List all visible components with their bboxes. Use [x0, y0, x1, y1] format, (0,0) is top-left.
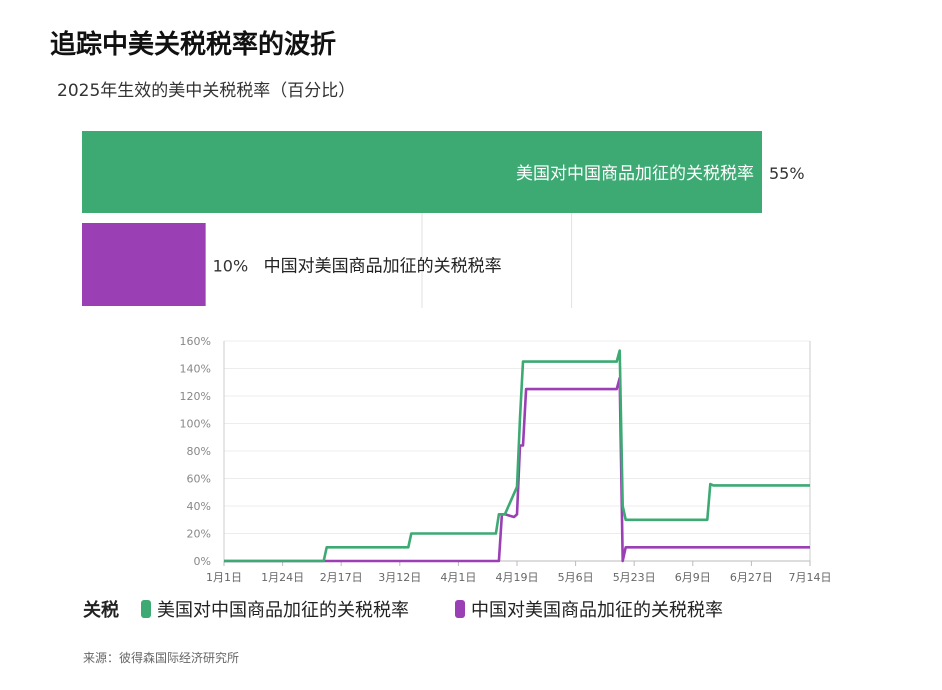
- line-x-tick-label: 2月17日: [320, 571, 363, 584]
- line-y-tick-label: 100%: [180, 418, 211, 431]
- legend-label-cn: 中国对美国商品加征的关税税率: [471, 600, 723, 621]
- legend-item-cn: 中国对美国商品加征的关税税率: [455, 596, 723, 622]
- line-x-tick-label: 6月9日: [675, 571, 711, 584]
- bar-cn: [82, 223, 206, 306]
- line-y-tick-label: 120%: [180, 390, 211, 403]
- bar-label-us: 美国对中国商品加征的关税税率: [516, 164, 754, 184]
- bar-label-cn: 中国对美国商品加征的关税税率: [264, 257, 502, 277]
- chart-subtitle: 2025年生效的美中关税税率（百分比）: [57, 81, 356, 101]
- line-y-tick-label: 80%: [187, 445, 211, 458]
- legend-item-us: 美国对中国商品加征的关税税率: [141, 596, 409, 622]
- bar-value-us: 55%: [769, 164, 805, 183]
- legend-swatch-us: [141, 600, 151, 618]
- line-x-tick-label: 5月23日: [613, 571, 656, 584]
- line-y-tick-label: 0%: [194, 555, 211, 568]
- line-x-tick-label: 7月14日: [789, 571, 832, 584]
- line-x-tick-label: 4月1日: [440, 571, 476, 584]
- line-y-tick-label: 160%: [180, 335, 211, 348]
- line-x-tick-label: 5月6日: [558, 571, 594, 584]
- bar-us: [82, 131, 762, 213]
- legend-label-us: 美国对中国商品加征的关税税率: [157, 600, 409, 621]
- line-y-tick-label: 140%: [180, 363, 211, 376]
- legend-swatch-cn: [455, 600, 465, 618]
- line-y-tick-label: 20%: [187, 528, 211, 541]
- line-x-tick-label: 1月1日: [206, 571, 242, 584]
- line-x-tick-label: 3月12日: [378, 571, 421, 584]
- bar-value-cn: 10%: [213, 257, 249, 276]
- chart-title: 追踪中美关税税率的波折: [50, 30, 337, 60]
- line-x-tick-label: 4月19日: [496, 571, 539, 584]
- source-note: 来源：彼得森国际经济研究所: [83, 651, 240, 665]
- series-line-us: [224, 349, 810, 563]
- line-x-tick-label: 1月24日: [261, 571, 304, 584]
- legend-title: 关税: [83, 600, 119, 621]
- line-x-tick-label: 6月27日: [730, 571, 773, 584]
- line-y-tick-label: 40%: [187, 500, 211, 513]
- line-chart-legend: 关税 美国对中国商品加征的关税税率 中国对美国商品加征的关税税率: [83, 596, 769, 622]
- line-y-tick-label: 60%: [187, 473, 211, 486]
